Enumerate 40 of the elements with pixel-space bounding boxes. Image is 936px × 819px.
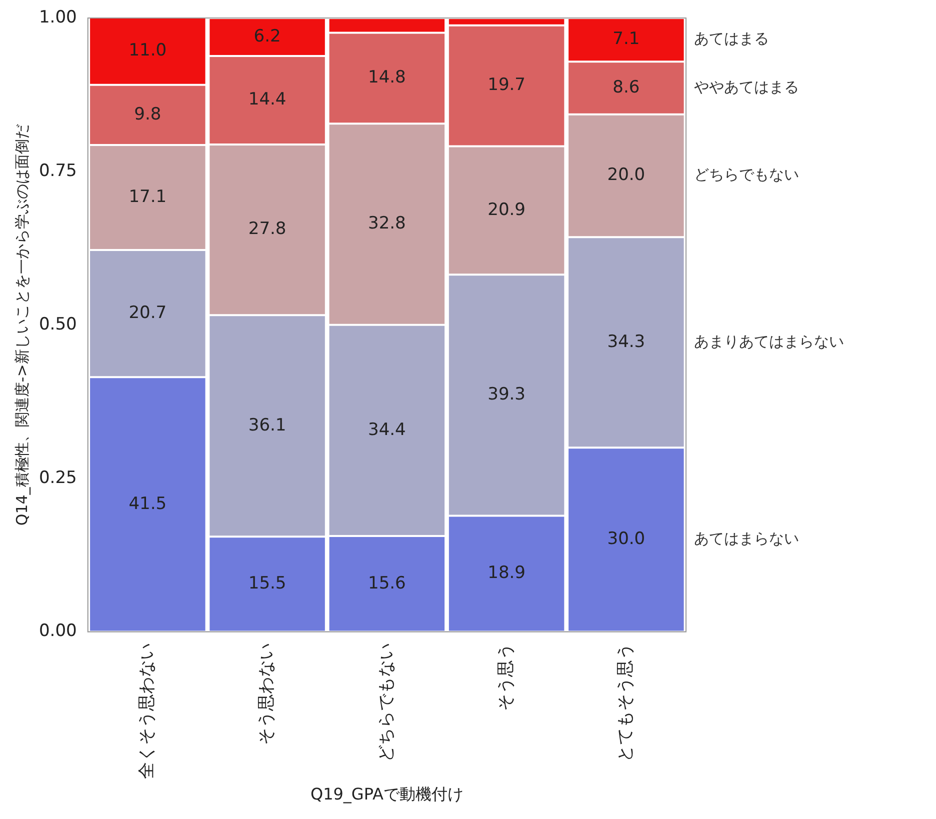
annotation: 32.8	[368, 214, 406, 234]
annotation: 9.8	[134, 104, 162, 124]
annotation: 11.0	[128, 40, 167, 61]
annotation: 14.8	[368, 68, 406, 88]
x-axis-title: Q19_GPAで動機付け	[310, 784, 464, 804]
series-label: あてはまらない	[694, 530, 799, 548]
y-tick-label: 1.00	[38, 7, 77, 28]
y-tick-label: 0.25	[38, 468, 77, 488]
x-tick-label: 全くそう思わない	[137, 642, 158, 779]
annotation: 6.2	[254, 26, 281, 46]
annotation: 19.7	[488, 75, 526, 96]
x-tick-label: そう思わない	[256, 642, 277, 745]
annotation: 27.8	[248, 219, 286, 240]
annotation: 34.4	[368, 420, 406, 440]
series-label: どちらでもない	[694, 166, 799, 184]
y-axis-title: Q14_積極性、関連度->新しいことを一から学ぶのは面倒だ	[12, 124, 31, 526]
annotation: 41.5	[128, 494, 167, 514]
annotation: 34.3	[607, 332, 646, 352]
annotation: 18.9	[488, 563, 526, 584]
annotation: 20.9	[488, 200, 526, 220]
annotation: 8.6	[612, 77, 640, 98]
y-tick-label: 0.50	[38, 314, 77, 334]
x-tick-label: どちらでもない	[376, 642, 396, 762]
series-label: ややあてはまる	[694, 78, 799, 96]
annotation: 15.6	[368, 573, 406, 594]
series-label: あてはまる	[694, 30, 769, 48]
x-tick-label: とてもそう思う	[616, 642, 636, 762]
annotation: 36.1	[248, 415, 286, 436]
annotation: 14.4	[248, 90, 286, 110]
annotation: 39.3	[488, 384, 526, 405]
series-label: あまりあてはまらない	[694, 332, 844, 350]
annotation: 20.0	[607, 165, 646, 186]
y-tick-label: 0.00	[38, 621, 77, 642]
annotation: 17.1	[128, 186, 167, 207]
annotation: 20.7	[128, 302, 167, 323]
x-tick-label: そう思う	[496, 642, 516, 711]
y-tick-label: 0.75	[38, 160, 77, 181]
annotation: 15.5	[248, 574, 286, 594]
annotation: 30.0	[607, 529, 646, 550]
annotation: 7.1	[612, 29, 640, 50]
